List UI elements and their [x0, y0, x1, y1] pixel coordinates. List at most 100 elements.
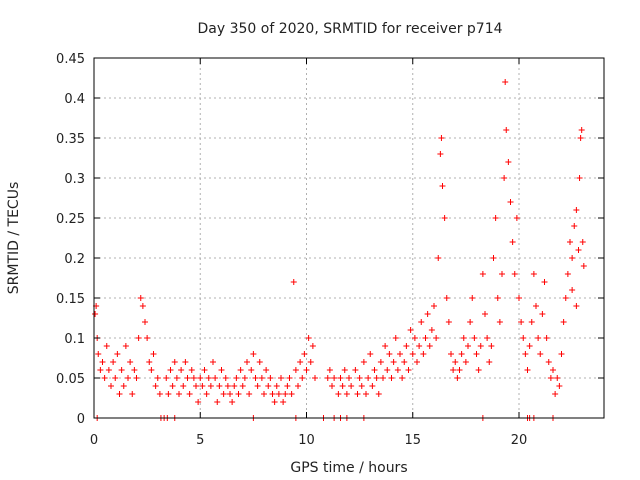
data-point — [516, 295, 522, 301]
data-point — [129, 391, 136, 397]
data-point — [356, 375, 363, 381]
data-point — [496, 319, 503, 325]
data-point — [580, 263, 587, 269]
data-point — [205, 375, 212, 381]
x-tick-labels: 0 5 10 15 20 — [90, 433, 527, 448]
data-point — [550, 367, 556, 373]
data-point — [511, 271, 518, 277]
data-point — [526, 343, 533, 349]
x-axis-label: GPS time / hours — [290, 460, 407, 476]
data-point — [261, 391, 267, 397]
data-point — [173, 375, 180, 381]
data-point — [428, 327, 435, 333]
data-point — [473, 351, 480, 357]
data-point — [188, 367, 195, 373]
data-point — [133, 375, 140, 381]
data-point — [346, 375, 352, 381]
data-point — [288, 391, 295, 397]
data-point — [484, 335, 491, 341]
data-point — [437, 151, 444, 157]
data-point — [507, 199, 514, 205]
data-point — [182, 359, 189, 365]
data-point — [295, 383, 301, 389]
data-point — [454, 375, 461, 381]
data-point — [186, 391, 193, 397]
data-point — [547, 375, 554, 381]
data-point — [267, 375, 274, 381]
data-point — [394, 367, 401, 373]
data-point — [250, 351, 257, 357]
data-point — [494, 295, 501, 301]
data-point — [297, 359, 304, 365]
y-tick-label: 0 — [77, 412, 85, 427]
data-point — [460, 335, 467, 341]
data-point — [154, 375, 161, 381]
data-point — [438, 135, 445, 141]
data-point — [375, 391, 382, 397]
data-point — [348, 383, 355, 389]
y-tick-label: 0.45 — [56, 52, 85, 67]
data-point — [569, 287, 576, 293]
data-point — [380, 375, 386, 381]
data-point — [337, 375, 344, 381]
data-point — [116, 391, 123, 397]
data-point — [558, 351, 565, 357]
data-point — [452, 359, 459, 365]
data-point — [373, 375, 380, 381]
data-point — [120, 383, 127, 389]
ticks-layer — [93, 57, 604, 419]
data-point — [441, 215, 448, 221]
data-point — [554, 375, 561, 381]
data-point — [482, 311, 488, 317]
data-point — [271, 399, 278, 405]
data-point — [488, 343, 495, 349]
data-point — [471, 335, 478, 341]
data-point — [241, 375, 248, 381]
data-point — [114, 351, 121, 357]
data-point — [505, 159, 512, 165]
data-point — [439, 183, 446, 189]
data-point — [303, 367, 310, 373]
data-point — [535, 335, 542, 341]
data-point — [422, 335, 429, 341]
data-point — [358, 383, 365, 389]
y-axis-label: SRMTID / TECUs — [6, 182, 22, 295]
data-point — [148, 367, 155, 373]
data-point — [118, 367, 125, 373]
data-point — [490, 255, 497, 261]
data-point — [235, 391, 242, 397]
data-point — [137, 295, 144, 301]
data-point — [420, 351, 427, 357]
data-point — [101, 375, 108, 381]
data-point — [265, 383, 272, 389]
data-point — [339, 383, 346, 389]
data-point — [363, 391, 369, 397]
data-point — [224, 383, 231, 389]
y-tick-label: 0.35 — [56, 132, 85, 147]
data-point — [152, 383, 159, 389]
data-point — [299, 375, 306, 381]
data-point — [309, 343, 316, 349]
data-point — [575, 247, 582, 253]
data-point — [125, 375, 131, 381]
data-point — [171, 359, 178, 365]
data-point — [312, 375, 318, 381]
y-tick-label: 0.15 — [56, 292, 85, 307]
x-tick-label: 0 — [90, 433, 98, 448]
data-point — [469, 295, 476, 301]
data-point — [492, 215, 499, 221]
data-point — [269, 391, 276, 397]
data-point — [286, 375, 293, 381]
data-point — [552, 391, 559, 397]
data-point — [180, 383, 187, 389]
data-point — [252, 375, 259, 381]
data-point — [399, 375, 406, 381]
data-point — [518, 319, 525, 325]
data-point — [579, 239, 586, 245]
data-point — [411, 335, 418, 341]
data-point — [220, 391, 227, 397]
data-point — [263, 367, 270, 373]
data-point — [144, 335, 151, 341]
data-point — [231, 383, 238, 389]
